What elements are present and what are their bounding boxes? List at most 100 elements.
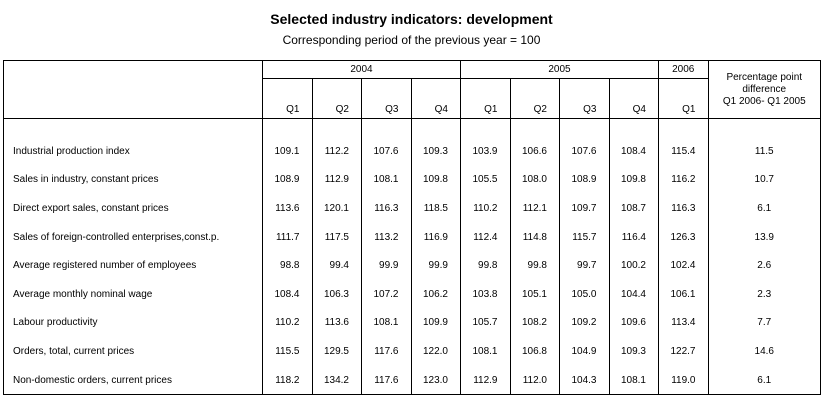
quarter-header: Q4 <box>410 78 461 119</box>
year-header: 2006 <box>658 60 708 79</box>
value-cell: 115.4 <box>658 137 708 166</box>
value-cell: 106.1 <box>658 279 708 309</box>
value-cell: 112.2 <box>311 137 362 166</box>
value-cell: 105.5 <box>460 165 510 195</box>
value-cell: 102.4 <box>658 251 708 280</box>
spacer-cell <box>410 118 461 137</box>
value-cell: 116.3 <box>658 194 708 223</box>
row-label: Average registered number of employees <box>13 260 197 272</box>
value-cell: 115.5 <box>262 337 312 366</box>
spacer-row <box>4 118 821 138</box>
spacer-cell <box>311 118 362 137</box>
data-row: Labour productivity 110.2 113.6 108.1 109.9 1… <box>4 308 821 338</box>
value-cell: 122.7 <box>658 337 708 366</box>
value-cell: 6.1 <box>707 194 821 223</box>
value-cell: 108.9 <box>262 165 312 195</box>
difference-header-line: difference <box>742 83 787 95</box>
value-cell: 14.6 <box>707 337 821 366</box>
value-cell: 109.3 <box>608 337 659 366</box>
spacer-cell <box>460 118 510 137</box>
year-header: 2005 <box>460 60 659 79</box>
data-row: Average monthly nominal wage 108.4 106.3 10… <box>4 279 821 309</box>
value-cell: 7.7 <box>707 308 821 338</box>
value-cell: 117.6 <box>361 365 411 395</box>
value-cell: 114.8 <box>509 222 560 252</box>
quarter-header: Q1 <box>658 78 708 119</box>
value-cell: 109.2 <box>559 308 609 338</box>
spacer-cell <box>707 118 821 137</box>
value-cell: 113.2 <box>361 222 411 252</box>
value-cell: 110.2 <box>262 308 312 338</box>
quarter-header: Q4 <box>608 78 659 119</box>
difference-header-line: Percentage point <box>726 71 803 83</box>
value-cell: 134.2 <box>311 365 362 395</box>
corner-cell <box>3 60 263 119</box>
spacer-cell <box>509 118 560 137</box>
value-cell: 99.4 <box>311 251 362 280</box>
value-cell: 112.4 <box>460 222 510 252</box>
year-row: 2004 2005 2006 Percentage point difference Q1… <box>3 60 821 119</box>
value-cell: 112.9 <box>460 365 510 395</box>
value-cell: 110.2 <box>460 194 510 223</box>
value-cell: 117.6 <box>361 337 411 366</box>
value-cell: 108.0 <box>509 165 560 195</box>
data-row: Industrial production index 109.1 112.2 107… <box>4 137 821 166</box>
value-cell: 112.1 <box>509 194 560 223</box>
indicator-table: 2004 2005 2006 Percentage point difference Q1… <box>3 60 821 396</box>
value-cell: 2.6 <box>707 251 821 280</box>
value-cell: 108.1 <box>608 365 659 395</box>
value-cell: 129.5 <box>311 337 362 366</box>
value-cell: 112.0 <box>509 365 560 395</box>
value-cell: 107.2 <box>361 279 411 309</box>
spacer-cell <box>4 119 263 138</box>
value-cell: 116.4 <box>608 222 659 252</box>
value-cell: 99.7 <box>559 251 609 280</box>
value-cell: 119.0 <box>658 365 708 395</box>
spacer-cell <box>608 118 659 137</box>
row-label: Non-domestic orders, current prices <box>13 374 172 386</box>
value-cell: 13.9 <box>707 222 821 252</box>
value-cell: 11.5 <box>707 137 821 166</box>
value-cell: 118.2 <box>262 365 312 395</box>
value-cell: 109.7 <box>559 194 609 223</box>
spacer-cell <box>658 118 708 137</box>
quarter-header: Q3 <box>559 78 609 119</box>
row-label: Sales in industry, constant prices <box>13 174 159 186</box>
spacer-cell <box>262 118 312 137</box>
value-cell: 109.3 <box>410 137 461 166</box>
value-cell: 105.0 <box>559 279 609 309</box>
value-cell: 105.7 <box>460 308 510 338</box>
quarter-header: Q3 <box>361 78 411 119</box>
data-row: Average registered number of employees 98… <box>4 251 821 280</box>
value-cell: 106.3 <box>311 279 362 309</box>
value-cell: 108.4 <box>608 137 659 166</box>
spacer-cell <box>361 118 411 137</box>
value-cell: 113.6 <box>311 308 362 338</box>
value-cell: 108.1 <box>361 308 411 338</box>
value-cell: 106.2 <box>410 279 461 309</box>
row-label: Industrial production index <box>13 145 130 157</box>
quarter-row: Q1 Q2 Q3 Q4 Q1 Q2 Q3 Q4 Q1 <box>4 78 821 119</box>
value-cell: 126.3 <box>658 222 708 252</box>
value-cell: 106.6 <box>509 137 560 166</box>
value-cell: 116.3 <box>361 194 411 223</box>
quarter-header: Q2 <box>509 78 560 119</box>
subtitle: Corresponding period of the previous yea… <box>282 33 541 47</box>
value-cell: 120.1 <box>311 194 362 223</box>
value-cell: 107.6 <box>361 137 411 166</box>
quarter-header: Q2 <box>311 78 362 119</box>
value-cell: 109.8 <box>410 165 461 195</box>
value-cell: 115.7 <box>559 222 609 252</box>
value-cell: 2.3 <box>707 279 821 309</box>
value-cell: 108.2 <box>509 308 560 338</box>
difference-header-line: Q1 2006- Q1 2005 <box>722 95 806 107</box>
value-cell: 107.6 <box>559 137 609 166</box>
value-cell: 105.1 <box>509 279 560 309</box>
title: Selected industry indicators: developmen… <box>270 11 553 27</box>
year-header: 2004 <box>262 60 461 79</box>
quarter-header: Q1 <box>460 78 510 119</box>
value-cell: 116.2 <box>658 165 708 195</box>
value-cell: 108.7 <box>608 194 659 223</box>
value-cell: 104.4 <box>608 279 659 309</box>
